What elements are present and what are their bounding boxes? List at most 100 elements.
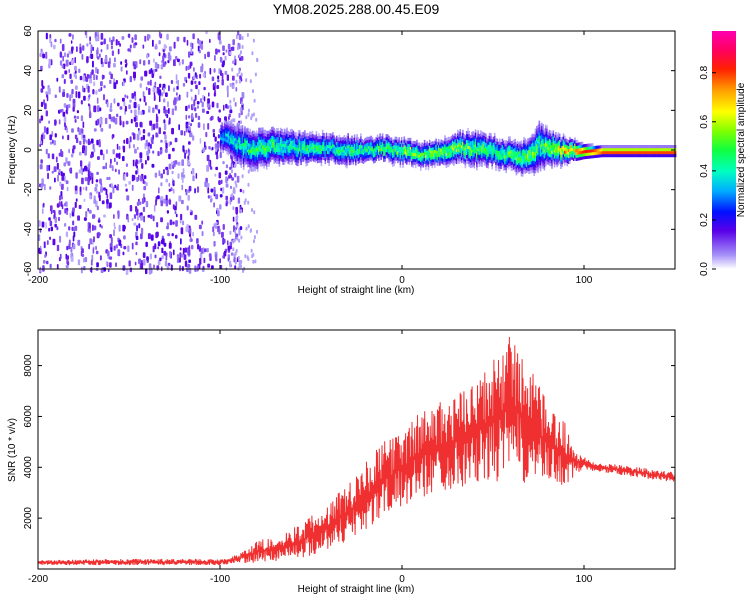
spectrogram-cell	[551, 132, 553, 137]
spectrogram-cell	[264, 150, 267, 154]
spectrogram-cell	[268, 133, 270, 137]
spectrogram-cell	[166, 113, 169, 119]
spectrogram-cell	[371, 155, 374, 159]
spectrogram-cell	[389, 140, 391, 144]
spectrogram-cell	[473, 153, 476, 157]
spectrogram-cell	[667, 148, 669, 152]
spectrogram-cell	[519, 144, 521, 148]
spectrogram-cell	[246, 164, 249, 168]
spectrogram-cell	[79, 75, 83, 81]
spectrogram-cell	[103, 214, 106, 218]
spectrogram-cell	[309, 137, 311, 141]
spectrogram-cell	[425, 151, 427, 156]
spectrogram-cell	[427, 158, 430, 162]
spectrogram-cell	[569, 142, 571, 147]
spectrogram-cell	[409, 149, 412, 153]
spectrogram-cell	[481, 140, 483, 144]
spectrogram-cell	[55, 156, 58, 163]
spectrogram-cell	[485, 142, 487, 146]
spectrogram-cell	[476, 146, 478, 150]
spectrogram-cell	[353, 149, 356, 153]
spectrogram-cell	[421, 148, 423, 152]
spectrogram-cell	[614, 148, 617, 152]
spectrogram-cell	[413, 158, 416, 163]
spectrogram-cell	[116, 113, 119, 118]
spectrogram-cell	[276, 152, 278, 156]
spectrogram-cell	[588, 155, 590, 159]
spectrogram-cell	[432, 147, 435, 151]
spectrogram-cell	[76, 115, 79, 120]
spectrogram-cell	[263, 150, 265, 154]
spectrogram-cell	[529, 149, 532, 153]
spectrogram-cell	[471, 161, 473, 165]
spectrogram-cell	[361, 150, 363, 155]
spectrogram-cell	[285, 153, 287, 157]
spectrogram-cell	[215, 48, 218, 55]
spectrogram-cell	[251, 130, 254, 134]
spectrogram-cell	[507, 142, 510, 146]
spectrogram-cell	[593, 149, 595, 153]
spectrogram-cell	[238, 34, 242, 40]
spectrogram-cell	[221, 137, 223, 141]
spectrogram-cell	[364, 141, 366, 145]
spectrogram-cell	[58, 119, 61, 125]
spectrogram-cell	[395, 139, 398, 143]
spectrogram-cell	[43, 202, 45, 207]
spectrogram-cell	[529, 164, 532, 168]
spectrogram-cell	[504, 158, 506, 162]
spectrogram-cell	[352, 143, 355, 147]
spectrogram-cell	[491, 160, 493, 164]
spectrogram-cell	[93, 147, 96, 153]
spectrogram-cell	[264, 144, 267, 148]
spectrogram-cell	[341, 146, 343, 150]
spectrogram-cell	[98, 88, 101, 92]
spectrogram-cell	[454, 157, 456, 161]
spectrogram-cell	[528, 167, 530, 171]
spectrogram-cell	[372, 160, 375, 164]
spectrogram-cell	[295, 158, 297, 162]
spectrogram-cell	[390, 140, 393, 144]
spectrogram-cell	[639, 154, 641, 158]
spectrogram-cell	[207, 51, 210, 58]
spectrogram-cell	[495, 167, 497, 171]
spectrogram-cell	[388, 153, 390, 157]
spectrogram-cell	[457, 129, 459, 133]
spectrogram-cell	[137, 215, 139, 221]
spectrogram-cell	[264, 156, 267, 160]
spectrogram-cell	[529, 158, 532, 162]
spectrogram-cell	[585, 146, 588, 150]
spectrogram-cell	[332, 138, 334, 142]
spectrogram-cell	[142, 252, 146, 258]
spectrogram-cell	[229, 51, 232, 56]
spectrogram-cell	[343, 140, 346, 145]
spectrogram-cell	[152, 39, 154, 47]
spectrogram-cell	[145, 268, 148, 275]
spectrogram-cell	[155, 196, 158, 202]
spectrogram-cell	[344, 140, 347, 144]
spectrogram-cell	[332, 156, 334, 160]
spectrogram-cell	[448, 157, 450, 161]
spectrogram-cell	[536, 164, 538, 168]
spectrogram-cell	[485, 133, 487, 137]
spectrogram-cell	[347, 133, 349, 137]
spectrogram-cell	[301, 132, 304, 136]
spectrogram-cell	[254, 162, 256, 166]
spectrogram-cell	[471, 140, 473, 144]
spectrogram-cell	[59, 109, 63, 113]
spectrogram-cell	[230, 128, 232, 132]
spectrogram-cell	[277, 148, 279, 153]
spectrogram-cell	[84, 177, 88, 182]
spectrogram-cell	[511, 164, 514, 168]
spectrogram-cell	[521, 155, 524, 159]
spectrogram-cell	[253, 239, 255, 244]
spectrogram-cell	[245, 134, 248, 138]
spectrogram-cell	[412, 146, 414, 150]
spectrogram-cell	[194, 94, 197, 101]
spectrogram-cell	[297, 145, 300, 149]
spectrogram-cell	[395, 148, 398, 152]
spectrogram-cell	[248, 143, 250, 147]
spectrogram-cell	[486, 143, 488, 148]
spectrogram-cell	[625, 154, 627, 158]
spectrogram-cell	[234, 149, 236, 154]
spectrogram-cell	[474, 156, 477, 160]
